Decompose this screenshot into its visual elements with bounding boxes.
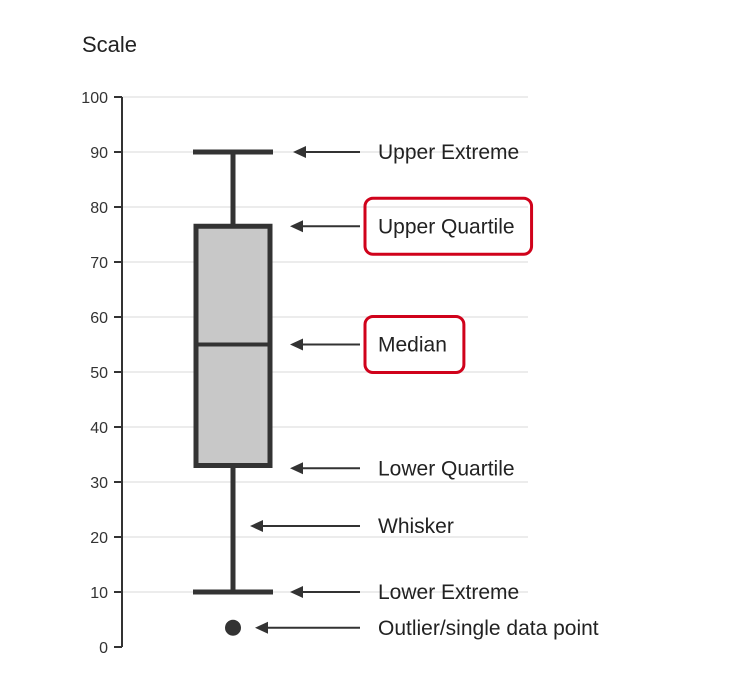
highlight-frame-upper-quartile bbox=[363, 196, 534, 256]
annotation-arrow-head bbox=[290, 586, 303, 598]
annotation-arrow-head bbox=[250, 520, 263, 532]
y-tick-label: 100 bbox=[81, 90, 108, 107]
y-axis-title: Scale bbox=[82, 32, 137, 57]
annotation-label-whisker: Whisker bbox=[378, 515, 454, 538]
y-tick-label: 30 bbox=[90, 475, 108, 492]
annotation-label-outlier: Outlier/single data point bbox=[378, 617, 599, 640]
y-tick-label: 50 bbox=[90, 365, 108, 382]
annotation-label-median: Median bbox=[378, 334, 447, 357]
annotation-arrow-head bbox=[293, 146, 306, 158]
annotation-label-upper-extreme: Upper Extreme bbox=[378, 141, 519, 164]
y-tick-label: 60 bbox=[90, 310, 108, 327]
annotation-label-upper-quartile: Upper Quartile bbox=[378, 215, 515, 238]
y-tick-label: 10 bbox=[90, 585, 108, 602]
annotation-arrow-head bbox=[290, 462, 303, 475]
annotation-arrow-head bbox=[255, 621, 268, 634]
y-tick-label: 20 bbox=[90, 530, 108, 547]
annotations: Upper Extreme Upper Quartile Median Lower Q… bbox=[250, 141, 599, 640]
box-plot bbox=[193, 149, 273, 636]
annotation-label-lower-extreme: Lower Extreme bbox=[378, 581, 519, 604]
y-tick-label: 40 bbox=[90, 420, 108, 437]
y-axis: 0 10 20 30 40 50 60 70 80 90 100 bbox=[81, 90, 123, 657]
highlight-frame-median bbox=[363, 315, 466, 374]
y-tick-label: 90 bbox=[90, 145, 108, 162]
y-tick-label: 70 bbox=[90, 255, 108, 272]
outlier-point bbox=[225, 619, 241, 636]
annotation-arrow-head bbox=[290, 220, 303, 233]
annotation-label-lower-quartile: Lower Quartile bbox=[378, 457, 515, 480]
y-tick-label: 0 bbox=[99, 640, 108, 657]
y-tick-label: 80 bbox=[90, 200, 108, 217]
annotation-arrow-head bbox=[290, 338, 303, 351]
